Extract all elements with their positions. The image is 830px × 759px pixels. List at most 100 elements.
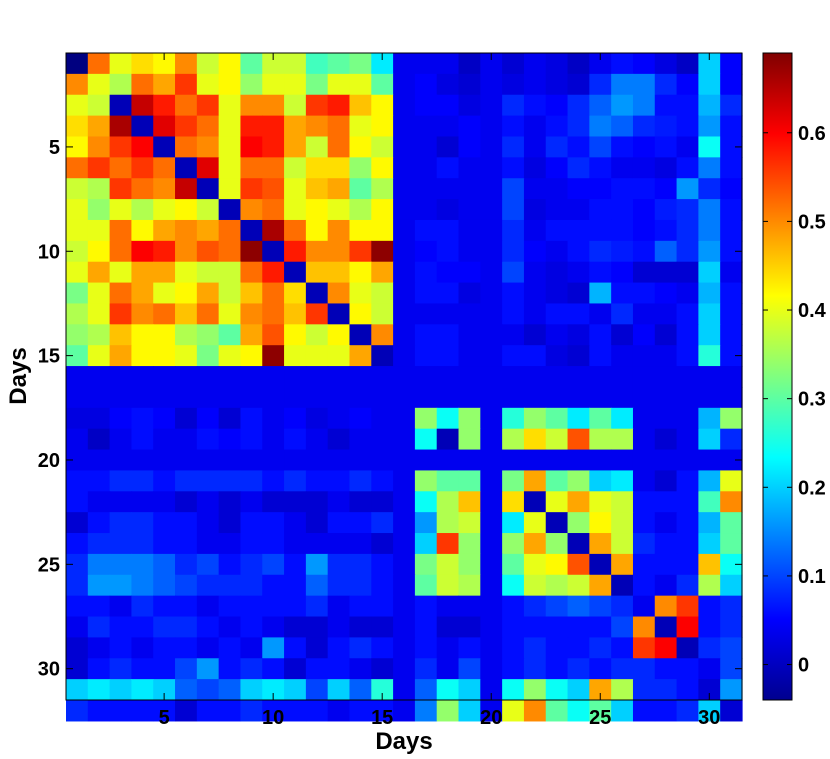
- heatmap-cell: [284, 178, 307, 200]
- heatmap-cell: [305, 136, 329, 158]
- heatmap-cell: [305, 679, 329, 701]
- heatmap-cell: [414, 324, 438, 346]
- heatmap-cell: [109, 199, 133, 221]
- heatmap-cell: [567, 282, 590, 305]
- heatmap-cell: [436, 345, 460, 367]
- heatmap-cell: [153, 386, 176, 409]
- heatmap-cell: [240, 136, 263, 158]
- heatmap-cell: [611, 157, 634, 179]
- heatmap-cell: [262, 616, 285, 638]
- heatmap-cell: [589, 449, 612, 472]
- heatmap-cell: [66, 595, 89, 618]
- heatmap-cell: [196, 700, 220, 722]
- heatmap-cell: [502, 658, 525, 680]
- heatmap-cell: [327, 700, 351, 722]
- heatmap-cell: [567, 658, 590, 680]
- heatmap-cell: [414, 449, 438, 472]
- heatmap-cell: [523, 345, 547, 367]
- heatmap-cell: [720, 491, 743, 513]
- heatmap-cell: [676, 470, 699, 492]
- heatmap-cell: [87, 428, 111, 451]
- heatmap-cell: [393, 199, 416, 221]
- heatmap-cell: [436, 136, 460, 158]
- heatmap-cell: [349, 282, 372, 305]
- heatmap-cell: [131, 616, 154, 638]
- heatmap-cell: [698, 366, 721, 388]
- heatmap-cell: [371, 157, 394, 179]
- heatmap-cell: [284, 700, 307, 722]
- heatmap-cell: [327, 658, 351, 680]
- heatmap-cell: [175, 386, 198, 409]
- heatmap-cell: [131, 491, 154, 513]
- heatmap-cell: [436, 324, 460, 346]
- heatmap-cell: [327, 261, 351, 284]
- heatmap-cell: [262, 199, 285, 221]
- heatmap-cell: [371, 324, 394, 346]
- heatmap-cell: [87, 366, 111, 388]
- heatmap-cell: [545, 595, 569, 618]
- heatmap-cell: [523, 240, 547, 263]
- heatmap-cell: [218, 658, 242, 680]
- heatmap-cell: [218, 324, 242, 346]
- heatmap-cell: [589, 512, 612, 534]
- heatmap-cell: [66, 574, 89, 597]
- heatmap-cell: [66, 512, 89, 534]
- heatmap-cell: [109, 553, 133, 576]
- heatmap-cell: [480, 240, 503, 263]
- heatmap-cell: [109, 679, 133, 701]
- heatmap-cell: [414, 700, 438, 722]
- heatmap-cell: [87, 303, 111, 325]
- heatmap-cell: [371, 261, 394, 284]
- heatmap-cell: [240, 73, 263, 96]
- heatmap-cell: [371, 553, 394, 576]
- heatmap-cell: [262, 470, 285, 492]
- heatmap-cell: [349, 574, 372, 597]
- heatmap-cell: [284, 428, 307, 451]
- heatmap-cell: [611, 470, 634, 492]
- heatmap-cell: [654, 616, 678, 638]
- heatmap-cell: [196, 679, 220, 701]
- heatmap-cell: [349, 533, 372, 555]
- heatmap-cell: [327, 178, 351, 200]
- colorbar-tick-label: 0.2: [798, 477, 826, 499]
- heatmap-cell: [698, 407, 721, 430]
- heatmap-cell: [305, 407, 329, 430]
- heatmap-cell: [393, 324, 416, 346]
- heatmap-cell: [284, 53, 307, 75]
- heatmap-cell: [131, 53, 154, 75]
- heatmap-cell: [262, 637, 285, 659]
- heatmap-cell: [393, 679, 416, 701]
- heatmap-cell: [589, 178, 612, 200]
- heatmap-cell: [131, 553, 154, 576]
- heatmap-cell: [284, 345, 307, 367]
- colorbar-tick-label: 0.5: [798, 211, 826, 233]
- heatmap-cell: [240, 386, 263, 409]
- heatmap-cell: [632, 53, 656, 75]
- heatmap-cell: [153, 345, 176, 367]
- heatmap-cell: [545, 637, 569, 659]
- heatmap-cell: [458, 157, 481, 179]
- heatmap-cell: [567, 261, 590, 284]
- heatmap-cell: [131, 407, 154, 430]
- heatmap-cell: [698, 700, 721, 722]
- heatmap-cell: [676, 240, 699, 263]
- heatmap-cell: [109, 157, 133, 179]
- colorbar-tick-label: 0: [798, 655, 809, 677]
- heatmap-cell: [523, 282, 547, 305]
- heatmap-cell: [458, 73, 481, 96]
- heatmap-cell: [698, 386, 721, 409]
- heatmap-cell: [131, 261, 154, 284]
- heatmap-cell: [458, 282, 481, 305]
- plot-frame: [65, 52, 743, 701]
- heatmap-cell: [632, 219, 656, 242]
- heatmap-cell: [458, 261, 481, 284]
- heatmap-cell: [87, 491, 111, 513]
- heatmap-cell: [371, 386, 394, 409]
- heatmap-cell: [720, 616, 743, 638]
- heatmap-cell: [393, 386, 416, 409]
- heatmap-cell: [66, 324, 89, 346]
- heatmap-cell: [393, 178, 416, 200]
- heatmap-cell: [676, 136, 699, 158]
- heatmap-cell: [502, 73, 525, 96]
- heatmap-cell: [414, 240, 438, 263]
